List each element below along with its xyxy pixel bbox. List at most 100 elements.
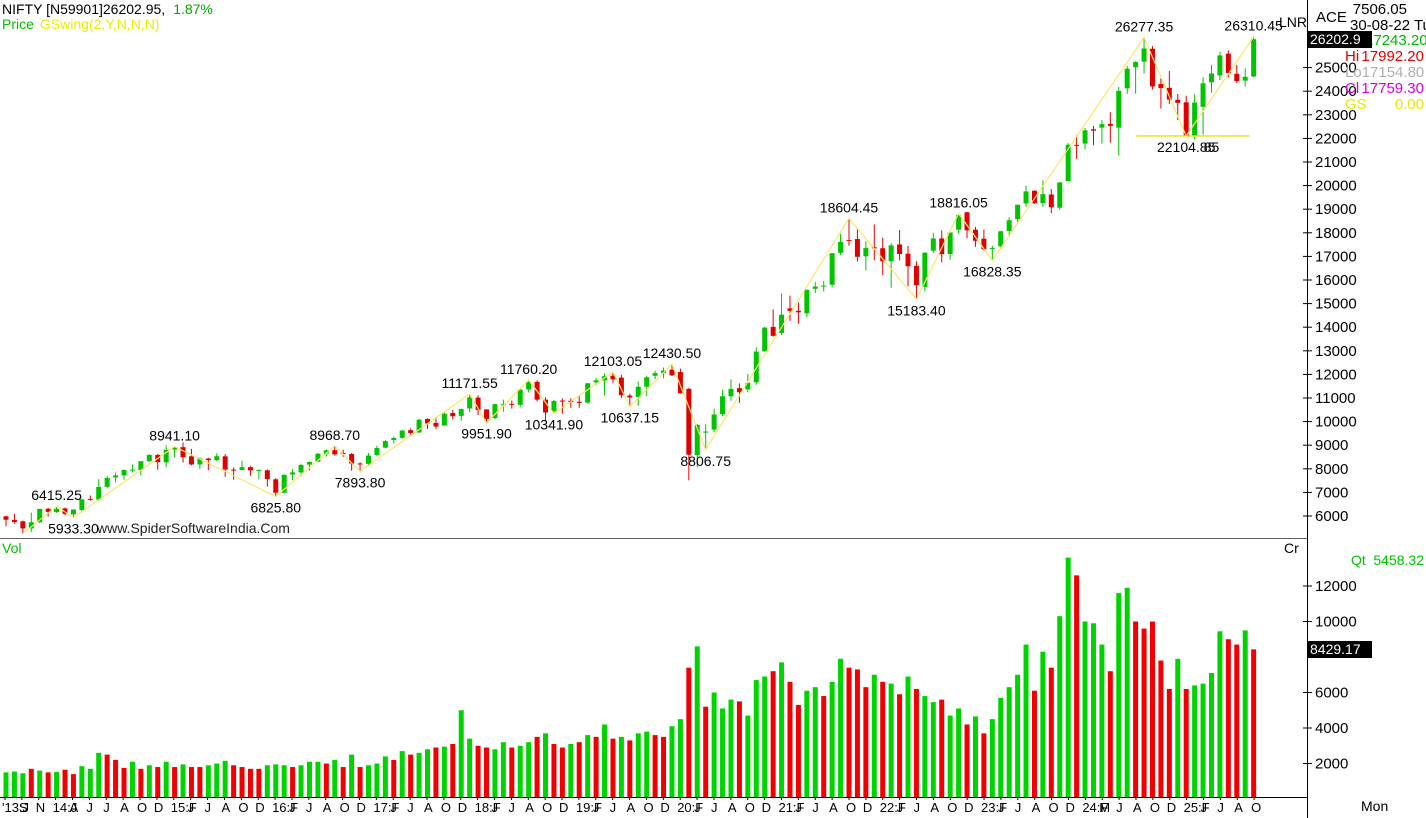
volume-bar xyxy=(871,674,877,797)
volume-bar xyxy=(500,742,506,797)
price-tick-label: 7000 xyxy=(1315,484,1348,501)
volume-bar xyxy=(458,710,464,797)
candle-body xyxy=(332,450,338,455)
candle-body xyxy=(146,454,152,462)
volume-bar xyxy=(332,759,338,797)
volume-bar xyxy=(880,681,886,797)
volume-bar xyxy=(340,767,346,797)
volume-bar xyxy=(492,749,498,797)
candle-body xyxy=(736,388,742,393)
volume-bar xyxy=(585,735,591,797)
candle-body xyxy=(517,389,523,405)
candle-body xyxy=(104,477,110,487)
candle-body xyxy=(1234,73,1240,82)
volume-bar xyxy=(821,696,827,797)
high-value: 17992.20 xyxy=(1361,48,1424,65)
volume-bar xyxy=(1133,621,1139,797)
time-tick-label: O xyxy=(542,800,552,815)
volume-bar xyxy=(70,774,76,797)
time-tick-label: 17:F xyxy=(373,800,399,815)
time-tick-label: D xyxy=(458,800,467,815)
time-tick-label: 15:F xyxy=(171,800,197,815)
candle-body xyxy=(1074,144,1080,146)
candle-body xyxy=(1116,90,1122,128)
candle-body xyxy=(1057,182,1063,208)
candle-body xyxy=(70,509,76,515)
candle-body xyxy=(1251,39,1257,77)
time-tick-label: 24:F xyxy=(1082,800,1108,815)
volume-bar xyxy=(534,736,540,797)
quantity-label: Qt xyxy=(1351,552,1366,568)
time-tick-label: 21:F xyxy=(778,800,804,815)
candle-body xyxy=(821,285,827,287)
candle-body xyxy=(484,409,490,419)
candle-body xyxy=(998,231,1004,247)
volume-bar xyxy=(1090,623,1096,797)
volume-bar xyxy=(1031,690,1037,797)
candle-body xyxy=(694,424,700,456)
time-tick-label: J xyxy=(492,800,499,815)
time-tick-label: O xyxy=(745,800,755,815)
volume-bar xyxy=(20,773,26,797)
candle-body xyxy=(770,326,776,336)
volume-bar xyxy=(610,738,616,797)
swing-value-label: 22104.85 xyxy=(1157,139,1216,155)
volume-bar xyxy=(315,761,321,797)
volume-tick-label: 12000 xyxy=(1315,578,1357,595)
volume-bar xyxy=(846,667,852,797)
time-tick-label: 14:J xyxy=(53,800,78,815)
candle-body xyxy=(1175,99,1181,103)
volume-bar xyxy=(450,743,456,797)
volume-bar xyxy=(1006,687,1012,797)
volume-bar xyxy=(770,671,776,797)
volume-bar xyxy=(205,765,211,797)
volume-bar xyxy=(1065,557,1071,797)
time-tick-label: J xyxy=(812,800,819,815)
volume-bar xyxy=(113,759,119,797)
candle-body xyxy=(1217,55,1223,76)
time-tick-label: D xyxy=(762,800,771,815)
time-tick-label: 18:F xyxy=(475,800,501,815)
candle-body xyxy=(433,422,439,427)
candle-body xyxy=(298,465,304,473)
time-tick-label: A xyxy=(1032,800,1041,815)
volume-bar xyxy=(281,765,287,797)
time-tick-label: J xyxy=(1217,800,1224,815)
candle-body xyxy=(644,377,650,387)
volume-bar xyxy=(146,765,152,797)
volume-bar xyxy=(576,742,582,797)
time-tick-label: O xyxy=(1150,800,1160,815)
price-tick-label: 10000 xyxy=(1315,414,1357,431)
volume-bar xyxy=(838,658,844,797)
low-value: 17154.80 xyxy=(1361,64,1425,81)
volume-bar xyxy=(1242,630,1248,797)
cursor-price-readout: 7506.05 xyxy=(1352,1,1407,18)
candle-body xyxy=(349,454,355,464)
price-tick-label: 11000 xyxy=(1315,390,1356,407)
candle-body xyxy=(205,458,211,461)
volume-bar xyxy=(467,738,473,797)
candle-body xyxy=(231,469,237,471)
time-tick-label: O xyxy=(441,800,451,815)
time-tick-label: A xyxy=(930,800,939,815)
time-tick-label: O xyxy=(1049,800,1059,815)
time-tick-label: D xyxy=(356,800,365,815)
candle-body xyxy=(290,472,296,475)
price-tick-label: 14000 xyxy=(1315,319,1357,336)
candle-body xyxy=(989,247,995,249)
time-tick-label: J xyxy=(914,800,921,815)
candle-body xyxy=(829,253,835,285)
time-tick-label: A xyxy=(120,800,129,815)
swing-value-label: 6415.25 xyxy=(31,487,82,503)
time-tick-label: J xyxy=(1200,800,1207,815)
time-tick-label: J xyxy=(998,800,1005,815)
candle-body xyxy=(551,400,557,412)
volume-bar xyxy=(812,687,818,797)
candle-body xyxy=(981,238,987,250)
volume-bar xyxy=(677,719,683,797)
volume-bar xyxy=(484,747,490,797)
volume-bar xyxy=(762,676,768,797)
volume-bar xyxy=(703,706,709,797)
watermark-site-text: www.SpiderSoftwareIndia.Com xyxy=(96,520,290,536)
